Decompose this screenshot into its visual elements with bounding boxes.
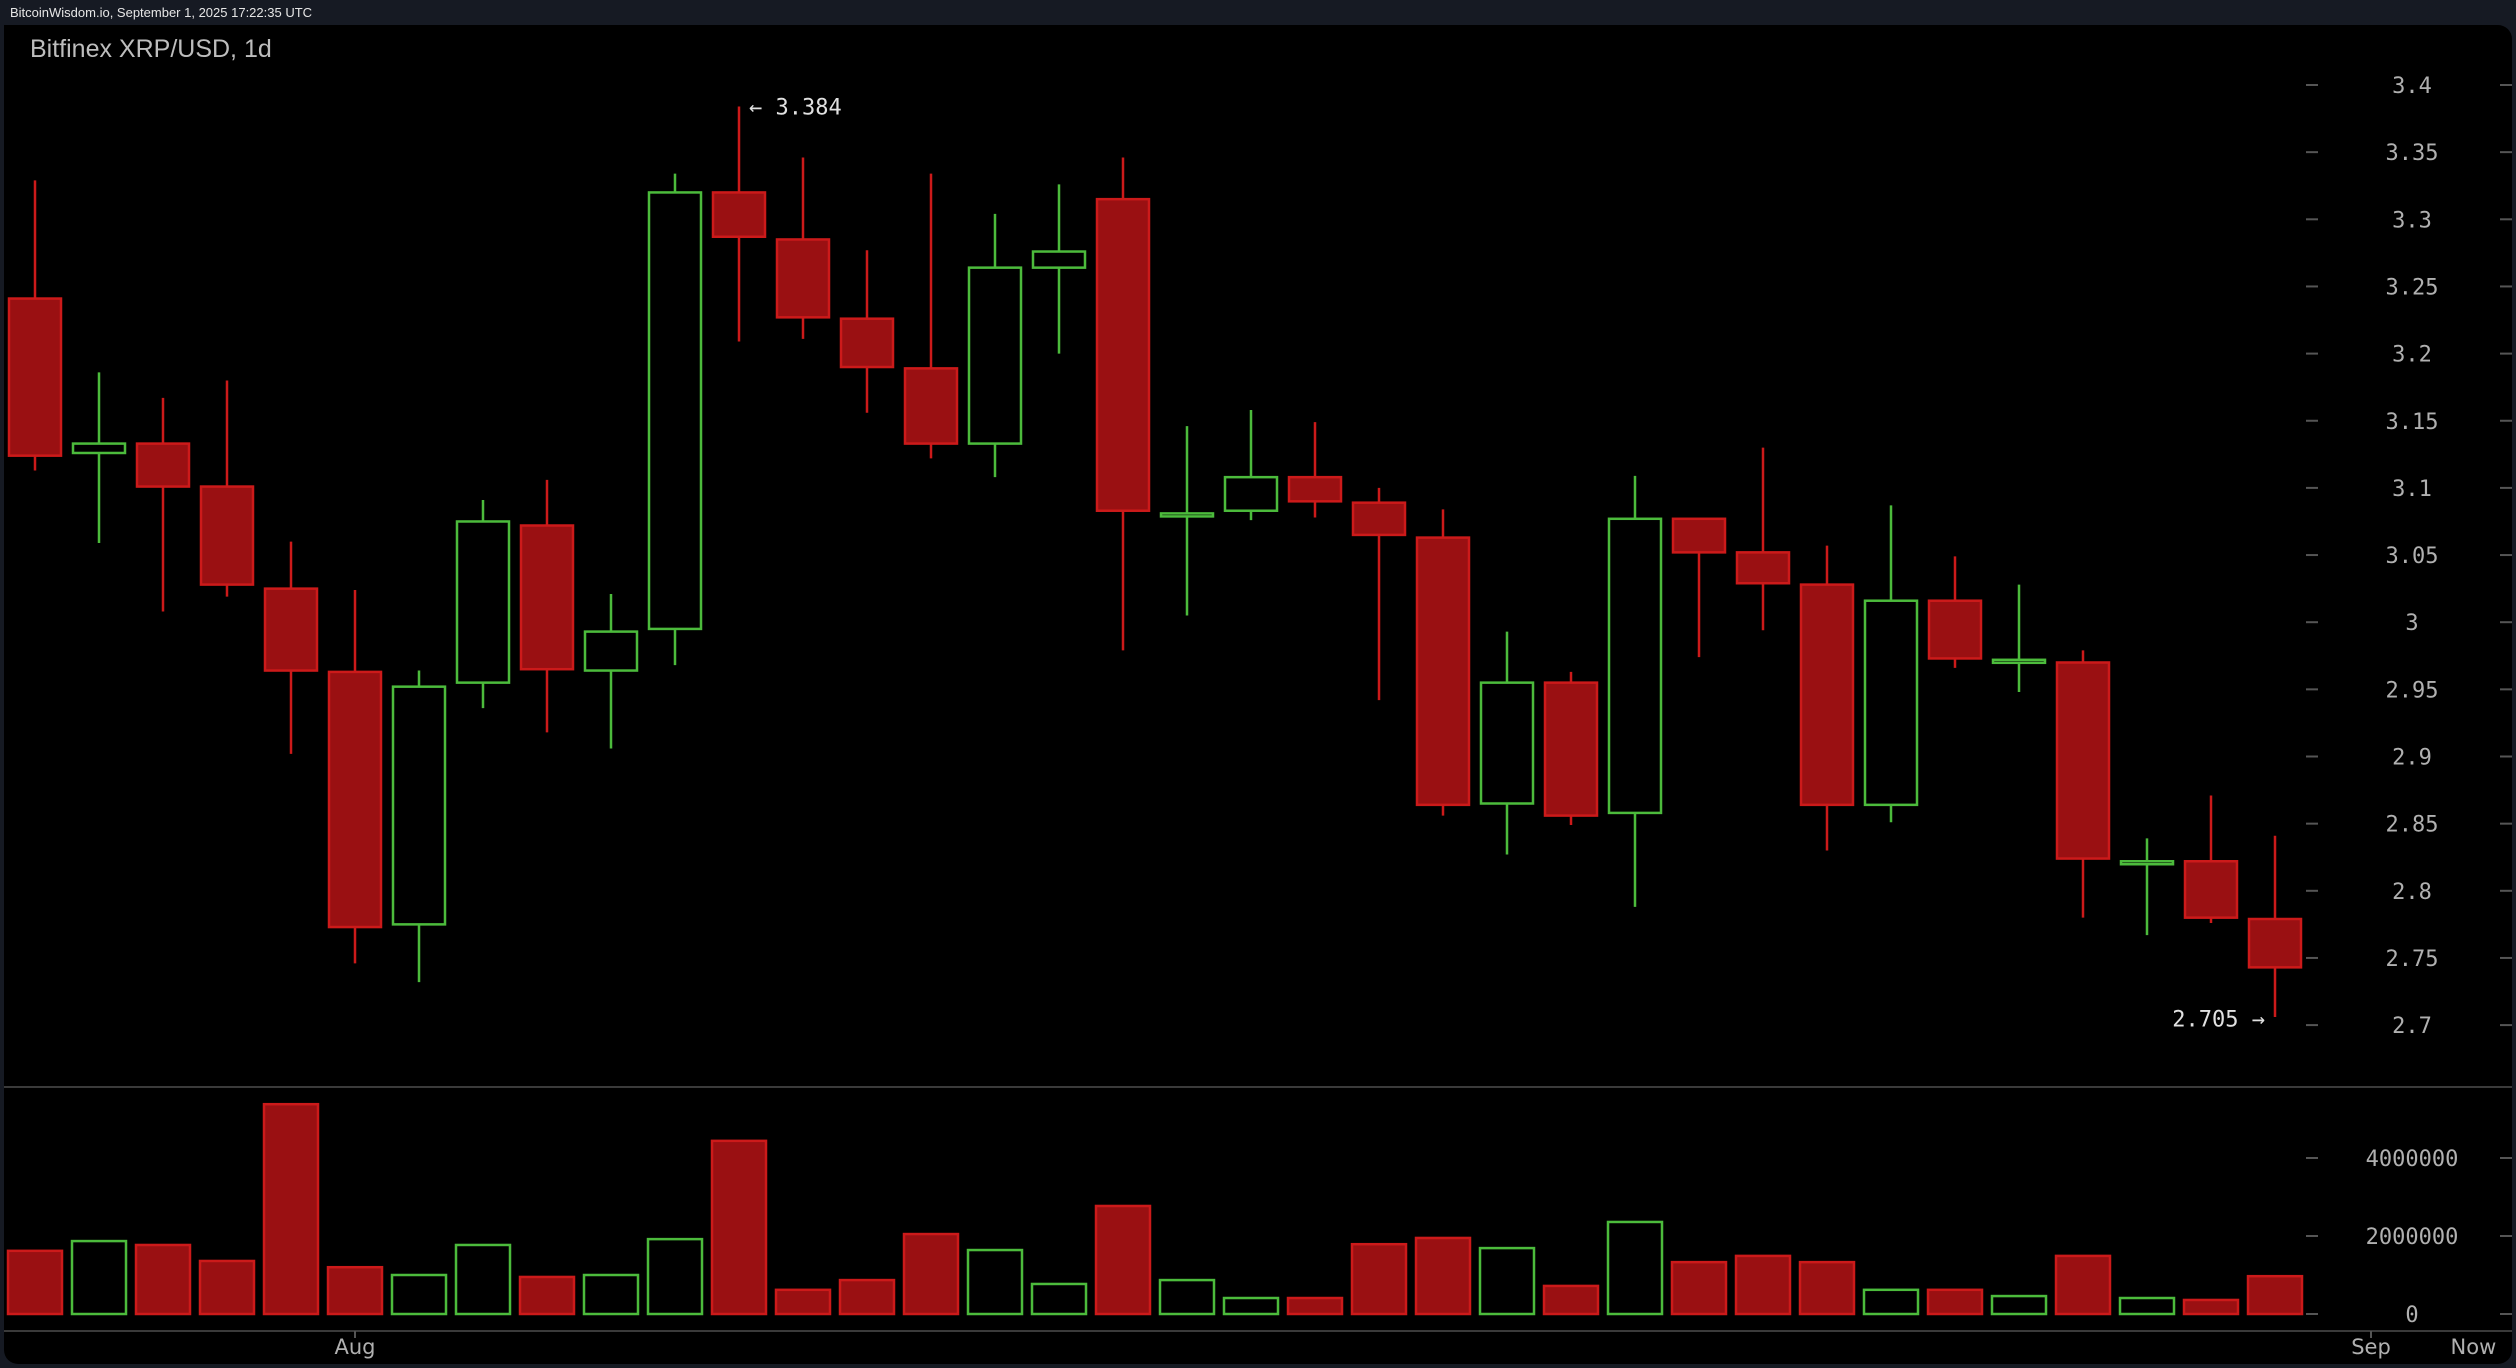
volume-bar[interactable] [646,1237,704,1316]
volume-tick-label: 0 [2405,1303,2418,1328]
candle-body[interactable] [1031,250,1087,269]
candle-body[interactable] [1415,536,1471,807]
candle-body[interactable] [135,442,191,488]
candle-body[interactable] [1991,658,2047,665]
chart-title: Bitfinex XRP/USD, 1d [30,35,272,63]
candle-body[interactable] [1543,681,1599,817]
price-tick-label: 3.3 [2392,208,2432,233]
candle-body[interactable] [1863,599,1919,807]
time-label-aug: Aug [334,1335,375,1359]
volume-bar[interactable] [454,1243,512,1316]
price-tick-label: 2.9 [2392,746,2432,771]
volume-bar[interactable] [710,1139,768,1316]
price-tick-label: 2.95 [2386,678,2439,703]
volume-tick-label: 4000000 [2366,1147,2459,1172]
candle-body[interactable] [711,191,767,239]
price-tick-label: 3.15 [2386,410,2439,435]
volume-bar[interactable] [1734,1254,1792,1316]
volume-bar[interactable] [1670,1260,1728,1316]
volume-bar[interactable] [390,1273,448,1316]
candle-body[interactable] [1159,512,1215,518]
volume-bar[interactable] [1542,1284,1600,1316]
candle-body[interactable] [1607,517,1663,815]
candle-body[interactable] [1351,501,1407,537]
volume-tick-label: 2000000 [2366,1225,2459,1250]
volume-bar[interactable] [326,1265,384,1316]
candle-body[interactable] [1927,599,1983,660]
volume-bar[interactable] [70,1239,128,1316]
price-tick-label: 3 [2405,611,2418,636]
volume-bar[interactable] [774,1288,832,1316]
volume-bar[interactable] [6,1249,64,1316]
price-extreme-annotation: 2.705 → [2172,1007,2265,1032]
candle-body[interactable] [2183,860,2239,919]
candle-body[interactable] [1479,681,1535,805]
price-tick-label: 2.75 [2386,947,2439,972]
candle-body[interactable] [391,685,447,926]
candle-body[interactable] [199,485,255,586]
candle-body[interactable] [1671,517,1727,554]
time-label-now: Now [2451,1335,2497,1359]
volume-bar[interactable] [1222,1296,1280,1316]
time-label-sep: Sep [2351,1335,2391,1359]
candle-body[interactable] [583,630,639,672]
candle-body[interactable] [1095,197,1151,512]
volume-bar[interactable] [1158,1278,1216,1316]
candle-body[interactable] [1799,583,1855,807]
volume-bar[interactable] [2182,1298,2240,1316]
volume-bar[interactable] [1350,1242,1408,1316]
source-timestamp: BitcoinWisdom.io, September 1, 2025 17:2… [10,5,313,20]
candle-body[interactable] [2119,860,2175,866]
price-tick-label: 3.35 [2386,141,2439,166]
volume-bar[interactable] [198,1259,256,1316]
volume-bar[interactable] [1862,1288,1920,1316]
candle-body[interactable] [2055,661,2111,860]
price-tick-label: 3.05 [2386,544,2439,569]
price-tick-label: 2.85 [2386,813,2439,838]
volume-bar[interactable] [262,1102,320,1316]
volume-bar[interactable] [1094,1204,1152,1316]
candlestick-chart[interactable]: 3.4 3.35 3.3 3.25 3.2 3.15 3.1 3.05 3 2.95 2.9 2.85… [4,25,2512,1364]
volume-bar[interactable] [966,1248,1024,1316]
volume-bar[interactable] [838,1278,896,1316]
price-tick-label: 3.25 [2386,275,2439,300]
price-extreme-annotation: ← 3.384 [749,95,842,120]
volume-bar[interactable] [1926,1288,1984,1316]
volume-bar[interactable] [1286,1296,1344,1316]
volume-bar[interactable] [582,1273,640,1316]
candle-body[interactable] [2247,917,2303,969]
volume-bar[interactable] [134,1243,192,1316]
volume-bar[interactable] [2246,1274,2304,1316]
price-tick-label: 3.1 [2392,477,2432,502]
candle-body[interactable] [519,524,575,671]
candle-body[interactable] [775,238,831,319]
volume-bar[interactable] [902,1232,960,1316]
candle-body[interactable] [647,191,703,631]
volume-bar[interactable] [1030,1282,1088,1316]
volume-bar[interactable] [1478,1246,1536,1316]
volume-bar[interactable] [1606,1220,1664,1316]
candle-body[interactable] [1287,475,1343,503]
price-tick-label: 2.8 [2392,880,2432,905]
candle-body[interactable] [455,520,511,684]
candle-body[interactable] [263,587,319,672]
volume-bar[interactable] [2118,1296,2176,1316]
candle-body[interactable] [7,297,63,457]
candle-body[interactable] [1735,551,1791,585]
candle-body[interactable] [967,266,1023,445]
chart-panel: 3.4 3.35 3.3 3.25 3.2 3.15 3.1 3.05 3 2.95 2.9 2.85… [4,25,2512,1364]
volume-bar[interactable] [2054,1254,2112,1316]
candle-body[interactable] [71,442,127,455]
price-tick-label: 3.4 [2392,74,2432,99]
candle-body[interactable] [839,317,895,369]
candle-body[interactable] [1223,475,1279,512]
volume-bar[interactable] [1798,1260,1856,1316]
volume-bar[interactable] [1414,1236,1472,1316]
volume-bar[interactable] [1990,1294,2048,1316]
volume-bar[interactable] [518,1275,576,1316]
price-tick-label: 3.2 [2392,343,2432,368]
candle-body[interactable] [327,670,383,929]
price-tick-label: 2.7 [2392,1014,2432,1039]
candle-body[interactable] [903,367,959,445]
